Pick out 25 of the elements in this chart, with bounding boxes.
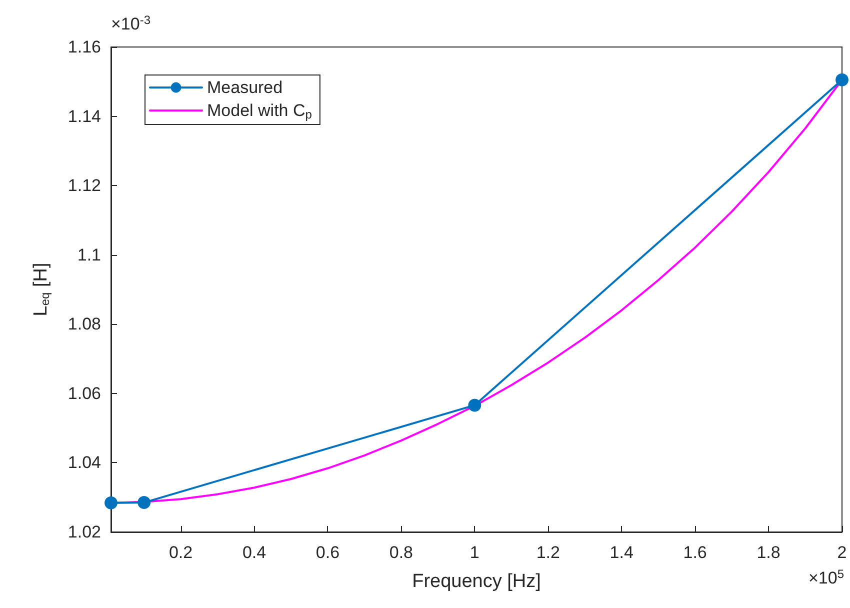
y-axis-title: Leq [H] <box>30 262 52 316</box>
x-tick-label: 1.2 <box>536 543 560 562</box>
point <box>104 496 118 510</box>
y-tick-label: 1.06 <box>68 384 101 403</box>
x-tick-label: 2 <box>837 543 847 562</box>
x-tick-label: 0.2 <box>168 543 193 562</box>
x-tick-label: 1.4 <box>610 543 634 562</box>
x-tick-label: 0.4 <box>242 543 266 562</box>
x-tick-label: 1 <box>470 543 480 562</box>
y-tick-label: 1.14 <box>68 106 101 126</box>
x-axis-title: Frequency [Hz] <box>412 571 541 592</box>
y-tick-label: 1.12 <box>68 176 101 196</box>
x-tick-label: 0.6 <box>316 543 340 562</box>
x-tick-label: 1.8 <box>756 543 780 562</box>
point <box>836 73 848 86</box>
legend-label: Measured <box>207 78 283 97</box>
y-tick-label: 1.02 <box>68 522 101 542</box>
y-tick-label: 1.16 <box>68 38 101 56</box>
point <box>468 398 482 412</box>
x-tick-label: 1.6 <box>683 543 707 562</box>
x-tick-label: 0.8 <box>389 543 414 562</box>
y-tick-label: 1.08 <box>68 314 101 334</box>
point <box>138 496 151 510</box>
y-tick-label: 1.04 <box>68 453 101 472</box>
y-tick-label: 1.1 <box>77 245 101 264</box>
